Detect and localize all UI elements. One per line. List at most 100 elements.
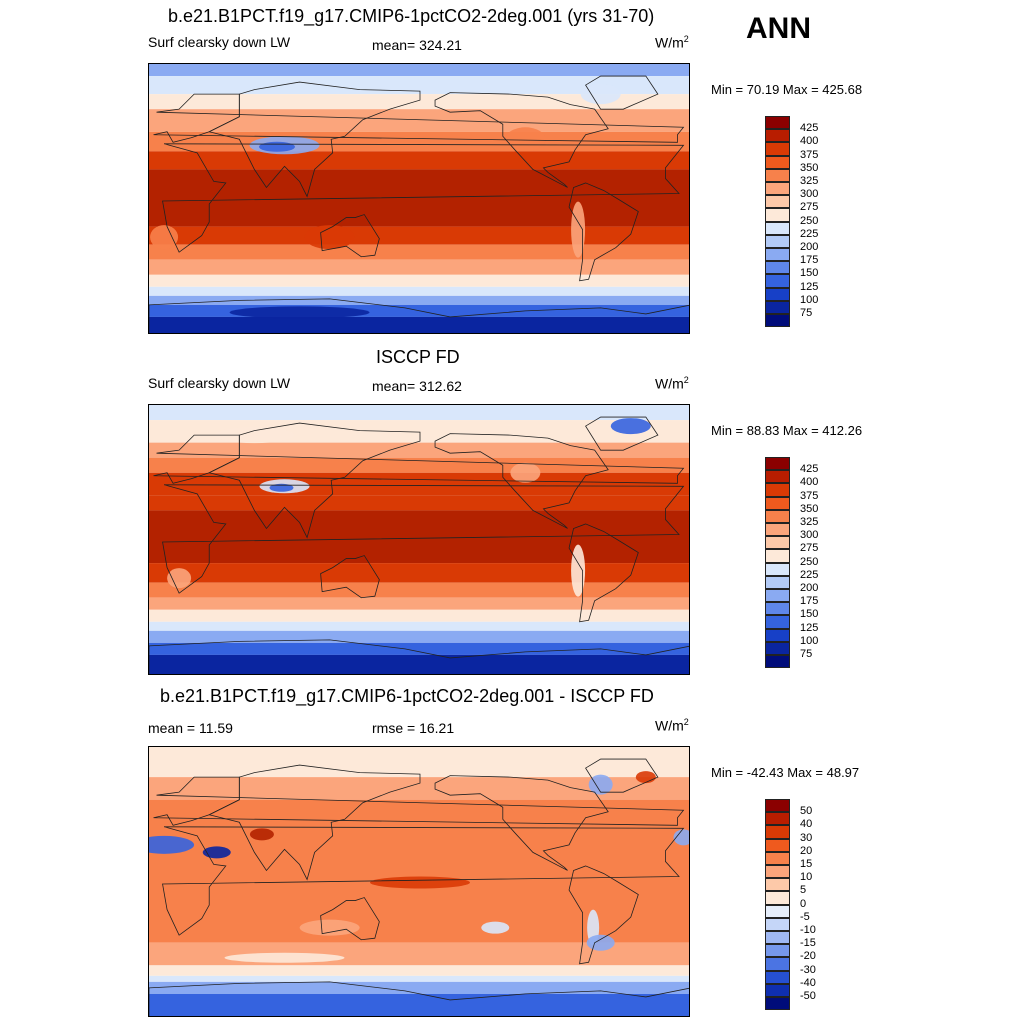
colorbar-swatch <box>765 195 790 209</box>
colorbar-tick-label: 40 <box>800 818 813 831</box>
colorbar-tick-label: -5 <box>800 910 810 923</box>
colorbar-tick-label: 125 <box>800 621 819 634</box>
colorbar-tick-label: 300 <box>800 529 819 542</box>
map-diff <box>148 746 690 1017</box>
colorbar-tick-label: 275 <box>800 201 819 214</box>
map-field <box>149 747 689 1016</box>
colorbar-tick-label: 125 <box>800 280 819 293</box>
colorbar-tick-label: -10 <box>800 924 816 936</box>
colorbar-tick-label: 20 <box>800 844 813 857</box>
colorbar-swatch <box>765 182 790 196</box>
colorbar-swatch <box>765 865 790 879</box>
colorbar-tick-label: 325 <box>800 175 819 187</box>
mean-label-obs: mean= 312.62 <box>372 378 462 394</box>
colorbar-tick-label: 75 <box>800 307 813 319</box>
colorbar-tick-label: 400 <box>800 476 819 489</box>
colorbar-diff <box>765 799 790 1011</box>
colorbar-swatch <box>765 248 790 262</box>
colorbar-tick-label: -15 <box>800 937 816 950</box>
colorbar-swatch <box>765 457 790 471</box>
colorbar-tick-label: 350 <box>800 161 819 174</box>
colorbar-tick-label: 30 <box>800 831 813 844</box>
mean-label-model: mean= 324.21 <box>372 37 462 53</box>
colorbar-tick-label: 100 <box>800 293 819 306</box>
colorbar-swatch <box>765 917 790 931</box>
colorbar-tick-label: 425 <box>800 463 819 476</box>
variable-label-obs: Surf clearsky down LW <box>148 375 291 391</box>
colorbar-tick-label: 175 <box>800 595 819 608</box>
colorbar-swatch <box>765 589 790 603</box>
colorbar-tick-label: 300 <box>800 188 819 201</box>
colorbar-tick-label: -30 <box>800 963 816 976</box>
units-label-diff: W/m2 <box>655 717 689 734</box>
panel-title-obs: ISCCP FD <box>376 347 460 367</box>
colorbar-tick-label: 100 <box>800 634 819 647</box>
colorbar-swatch <box>765 208 790 222</box>
colorbar-tick-label: 250 <box>800 555 819 568</box>
colorbar-tick-label: 225 <box>800 227 819 240</box>
colorbar-swatch <box>765 300 790 314</box>
colorbar-swatch <box>765 615 790 629</box>
colorbar-swatch <box>765 523 790 537</box>
colorbar-swatch <box>765 825 790 839</box>
colorbar-swatch <box>765 655 790 669</box>
minmax-label-diff: Min = -42.43 Max = 48.97 <box>711 765 860 780</box>
colorbar-tick-label: 175 <box>800 254 819 267</box>
colorbar-swatch <box>765 470 790 484</box>
colorbar-swatch <box>765 314 790 328</box>
colorbar-tick-label: 225 <box>800 568 819 581</box>
colorbar-swatch <box>765 904 790 918</box>
colorbar-swatch <box>765 838 790 852</box>
colorbar-tick-label: 150 <box>800 267 819 280</box>
colorbar-swatch <box>765 483 790 497</box>
colorbar-swatch <box>765 602 790 616</box>
colorbar-tick-label: 5 <box>800 884 807 897</box>
colorbar-swatch <box>765 496 790 510</box>
colorbar-swatch <box>765 575 790 589</box>
panel-title-model: b.e21.B1PCT.f19_g17.CMIP6-1pctCO2-2deg.0… <box>168 6 655 26</box>
colorbar-tick-label: -40 <box>800 976 816 989</box>
units-label-model: W/m2 <box>655 34 689 51</box>
colorbar-swatch <box>765 536 790 550</box>
colorbar-tick-label: 250 <box>800 214 819 227</box>
colorbar-swatch <box>765 851 790 865</box>
colorbar-swatch <box>765 116 790 130</box>
colorbar-tick-label: 400 <box>800 135 819 148</box>
colorbar-tick-label: 50 <box>800 805 813 818</box>
colorbar-tick-label: 0 <box>800 897 807 910</box>
colorbar-swatch <box>765 628 790 642</box>
colorbar-tick-label: 200 <box>800 241 819 253</box>
colorbar-swatch <box>765 641 790 655</box>
variable-label-model: Surf clearsky down LW <box>148 34 291 50</box>
colorbar-tick-label: 75 <box>800 648 813 660</box>
colorbar-swatch <box>765 287 790 301</box>
colorbar-tick-label: 150 <box>800 608 819 621</box>
colorbar-swatch <box>765 261 790 275</box>
colorbar-tick-label: -50 <box>800 990 816 1002</box>
colorbar-model <box>765 116 790 328</box>
panel-title-diff: b.e21.B1PCT.f19_g17.CMIP6-1pctCO2-2deg.0… <box>160 686 654 706</box>
colorbar-tick-label: 275 <box>800 542 819 555</box>
colorbar-swatch <box>765 799 790 813</box>
colorbar-swatch <box>765 957 790 971</box>
colorbar-tick-label: 375 <box>800 489 819 502</box>
map-field <box>149 405 689 674</box>
colorbar-swatch <box>765 234 790 248</box>
colorbar-tick-label: -20 <box>800 950 816 963</box>
colorbar-tick-label: 425 <box>800 122 819 135</box>
colorbar-swatch <box>765 129 790 143</box>
colorbar-swatch <box>765 997 790 1011</box>
colorbar-tick-label: 200 <box>800 582 819 594</box>
colorbar-swatch <box>765 168 790 182</box>
colorbar-tick-label: 15 <box>800 858 813 870</box>
colorbar-tick-label: 350 <box>800 502 819 515</box>
mean-label-diff: mean = 11.59 <box>148 720 233 736</box>
minmax-label-model: Min = 70.19 Max = 425.68 <box>711 82 863 97</box>
units-label-obs: W/m2 <box>655 375 689 392</box>
colorbar-swatch <box>765 970 790 984</box>
colorbar-swatch <box>765 142 790 156</box>
map-field <box>149 64 689 333</box>
colorbar-swatch <box>765 944 790 958</box>
map-obs <box>148 404 690 675</box>
colorbar-swatch <box>765 221 790 235</box>
